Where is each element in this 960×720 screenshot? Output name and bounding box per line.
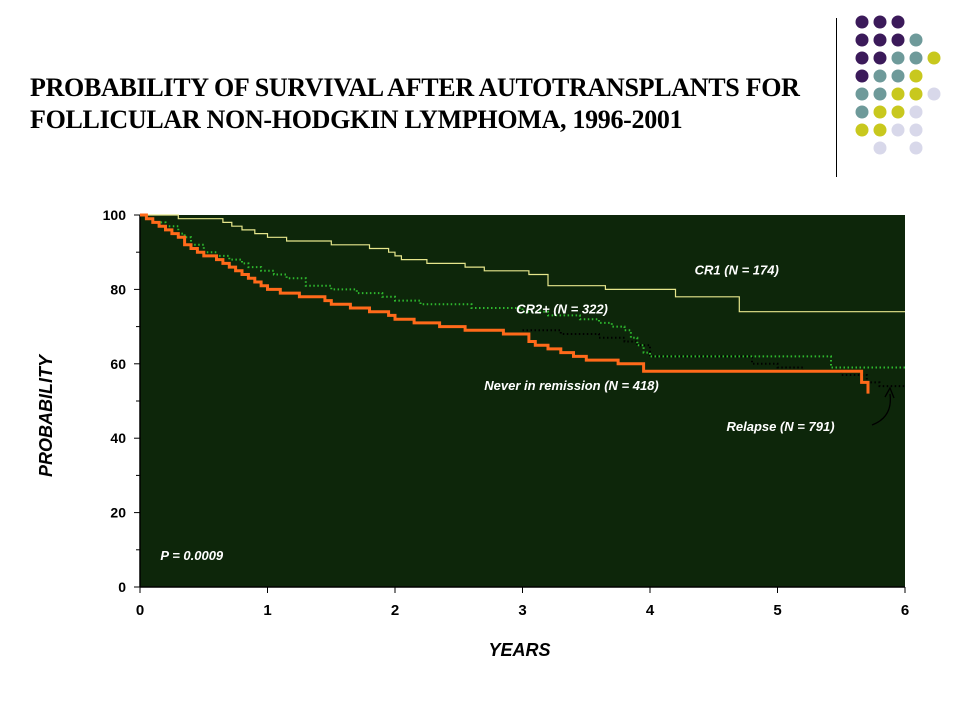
series-line-2 xyxy=(140,213,870,394)
decor-dot xyxy=(855,69,869,83)
series-label: Never in remission (N = 418) xyxy=(484,378,659,393)
decor-dot xyxy=(891,123,905,137)
decor-dot xyxy=(873,33,887,47)
y-tick-label: 20 xyxy=(110,505,126,521)
decor-dot xyxy=(891,51,905,65)
decor-dot xyxy=(873,105,887,119)
x-tick-label: 2 xyxy=(391,602,399,619)
decor-dot xyxy=(873,15,887,29)
decor-dot xyxy=(927,51,941,65)
decor-dot xyxy=(873,123,887,137)
series-line-0 xyxy=(140,214,905,313)
x-tick-label: 1 xyxy=(263,602,271,619)
decor-dot xyxy=(855,105,869,119)
decor-dot xyxy=(855,15,869,29)
decor-dot xyxy=(927,87,941,101)
relapse-arrow xyxy=(871,393,892,426)
slide-title-line1: PROBABILITY OF SURVIVAL AFTER AUTOTRANSP… xyxy=(30,73,800,102)
x-tick-label: 0 xyxy=(136,602,144,619)
plot-area xyxy=(140,215,905,587)
series-line-1 xyxy=(140,214,905,369)
decor-dot xyxy=(891,33,905,47)
decor-dot xyxy=(909,51,923,65)
decor-dot xyxy=(855,33,869,47)
decor-dot xyxy=(873,141,887,155)
decor-dot xyxy=(909,141,923,155)
decor-dot xyxy=(909,105,923,119)
decor-dot xyxy=(873,69,887,83)
decor-dot xyxy=(909,87,923,101)
decor-dot xyxy=(891,69,905,83)
x-axis-title: YEARS xyxy=(488,640,550,660)
y-tick-label: 100 xyxy=(103,207,127,223)
decorative-dot-grid xyxy=(855,15,941,155)
p-value-label: P = 0.0009 xyxy=(160,548,224,563)
decor-dot xyxy=(855,87,869,101)
series-label: CR1 (N = 174) xyxy=(695,263,779,278)
relapse-arrowhead xyxy=(884,386,895,399)
x-tick-label: 3 xyxy=(518,602,526,619)
x-tick-label: 4 xyxy=(646,602,655,619)
decor-dot xyxy=(909,69,923,83)
decor-dot xyxy=(909,123,923,137)
decor-dot xyxy=(873,51,887,65)
decor-dot xyxy=(891,87,905,101)
decor-dot xyxy=(909,33,923,47)
decorative-divider xyxy=(836,18,837,177)
y-axis-title: PROBABILITY xyxy=(36,353,56,477)
slide-title: PROBABILITY OF SURVIVAL AFTER AUTOTRANSP… xyxy=(30,72,890,136)
slide-title-line2: FOLLICULAR NON-HODGKIN LYMPHOMA, 1996-20… xyxy=(30,105,683,134)
decor-dot xyxy=(855,51,869,65)
decor-dot xyxy=(873,87,887,101)
series-line-3 xyxy=(522,329,905,388)
y-tick-label: 40 xyxy=(110,430,126,446)
series-label: Relapse (N = 791) xyxy=(727,419,835,434)
x-tick-label: 6 xyxy=(901,602,909,619)
series-label: CR2+ (N = 322) xyxy=(516,302,608,317)
decor-dot xyxy=(891,15,905,29)
y-tick-label: 80 xyxy=(110,281,126,297)
y-tick-label: 60 xyxy=(110,356,126,372)
decor-dot xyxy=(855,123,869,137)
decor-dot xyxy=(891,105,905,119)
y-tick-label: 0 xyxy=(118,579,126,595)
x-tick-label: 5 xyxy=(773,602,781,619)
